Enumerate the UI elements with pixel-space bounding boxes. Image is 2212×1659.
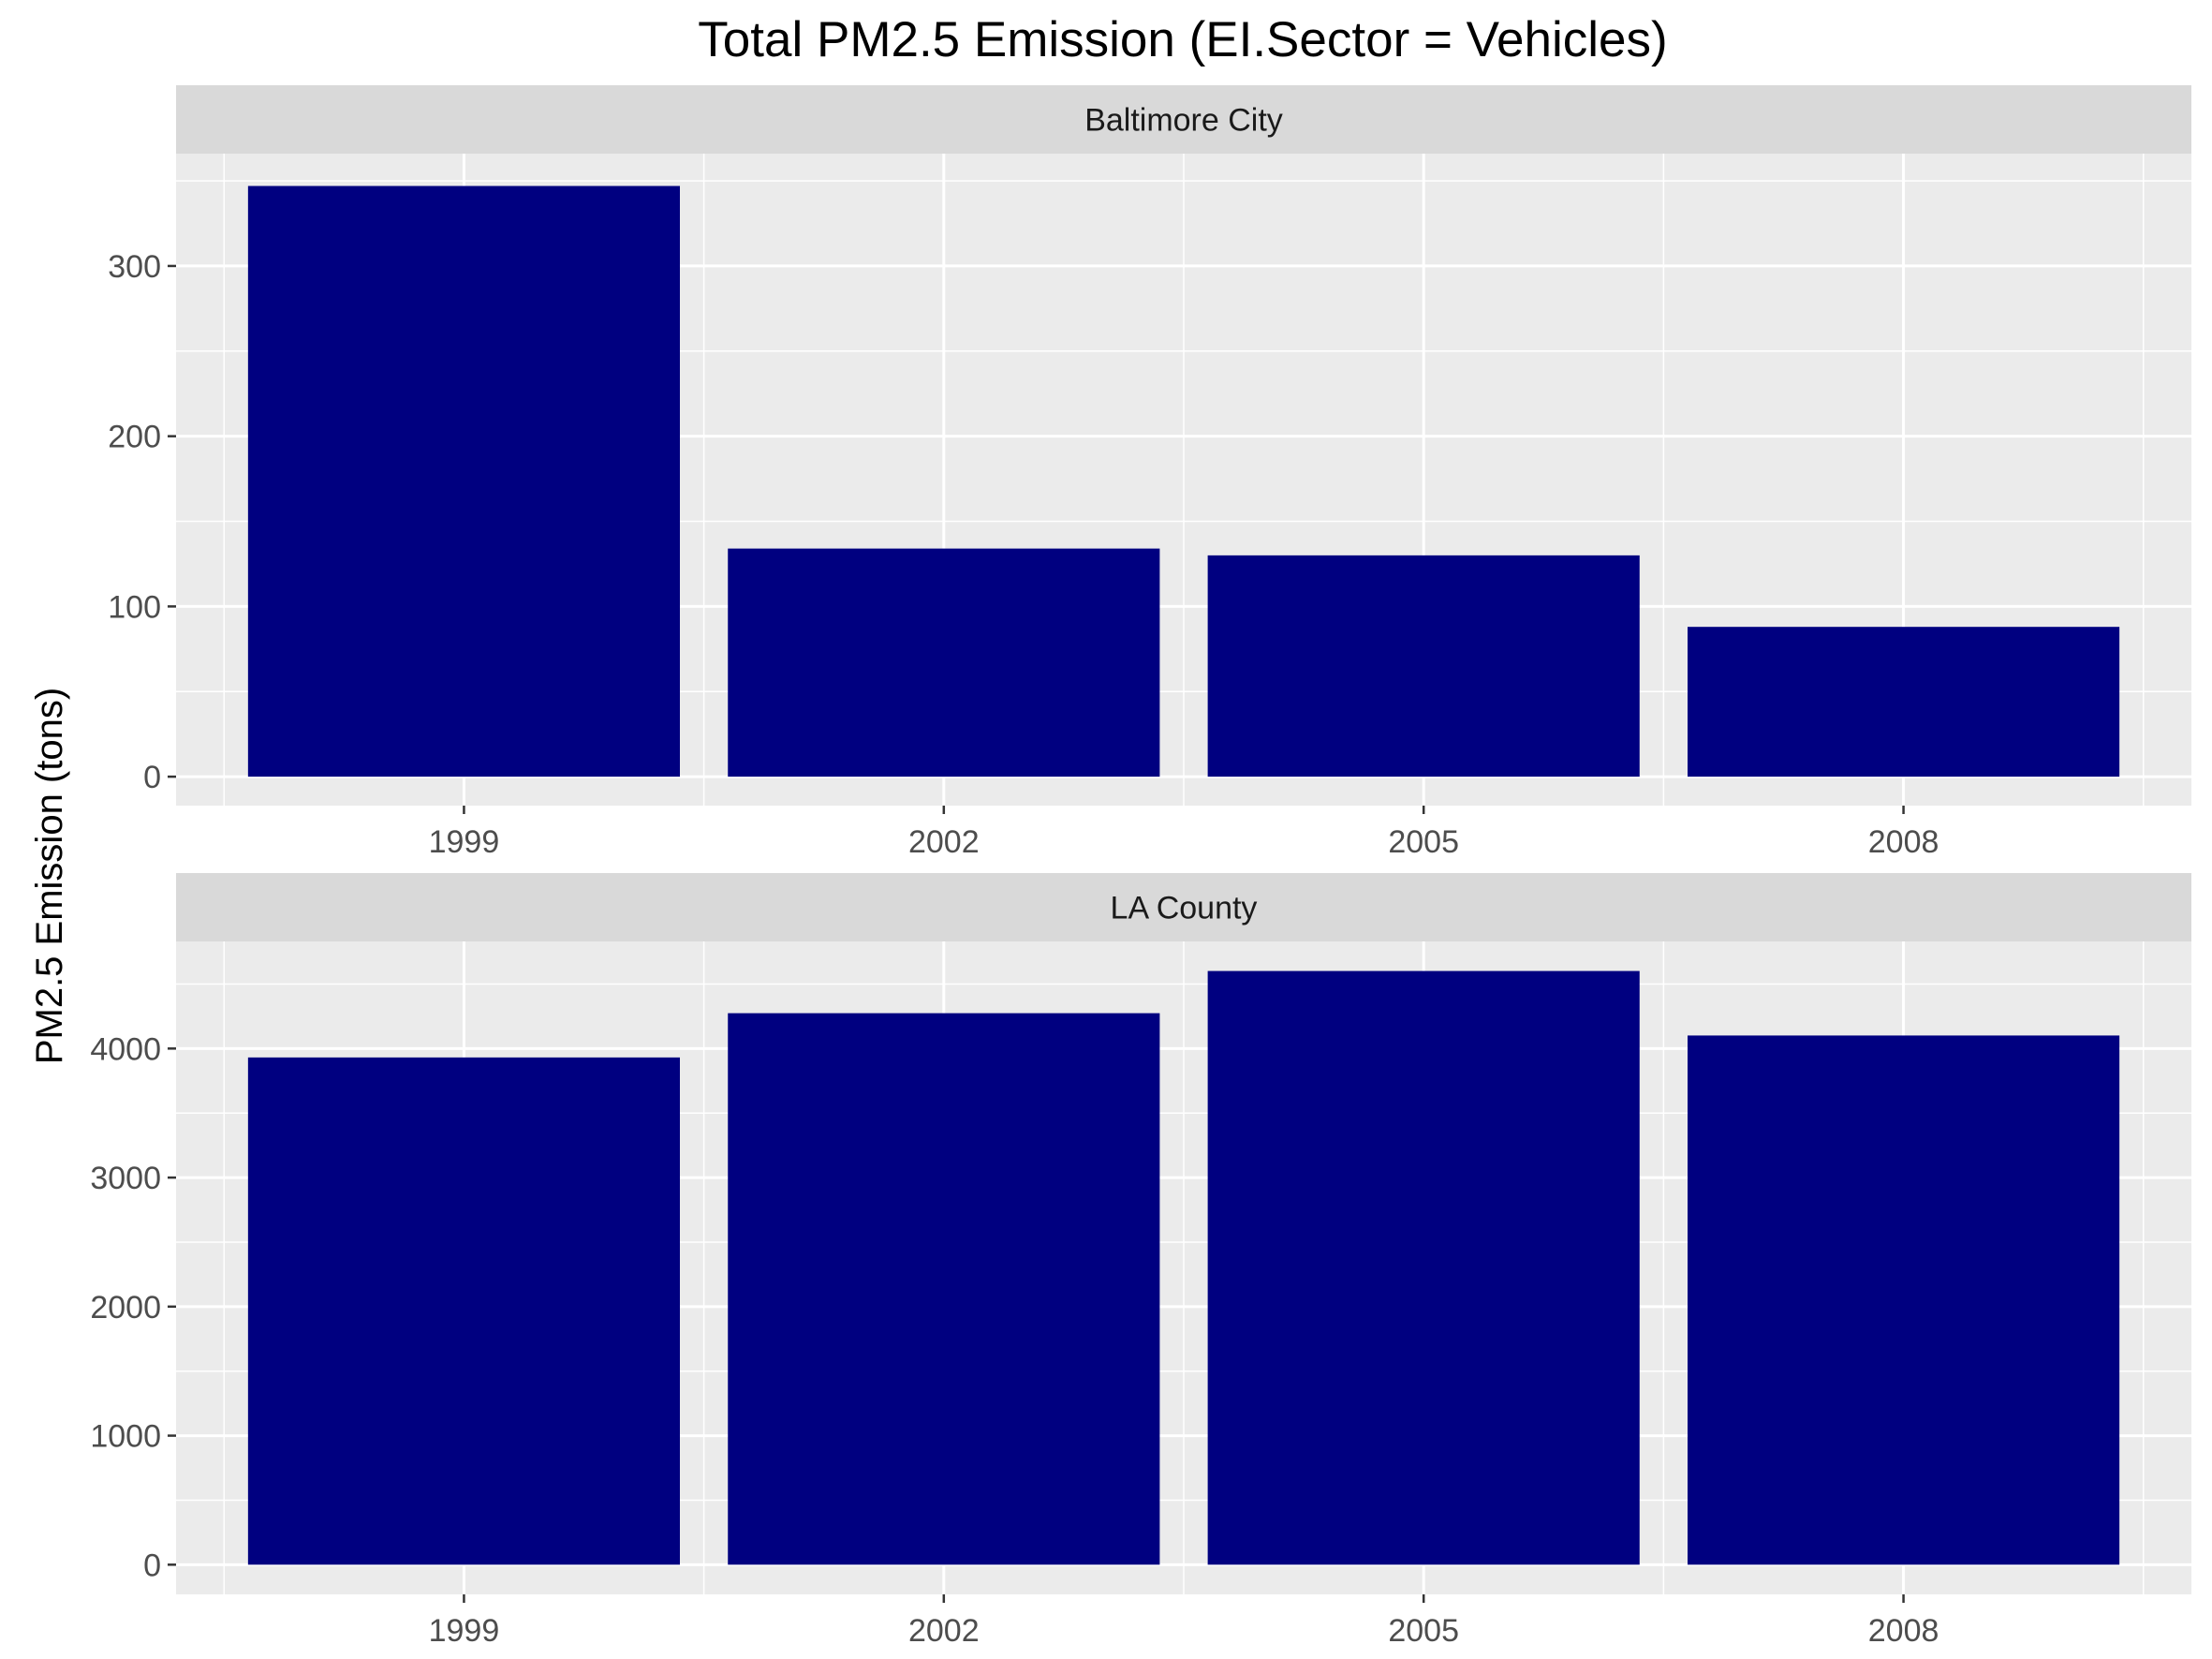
y-tick-label: 0 <box>143 1548 161 1583</box>
y-axis-label: PM2.5 Emission (tons) <box>29 688 70 1064</box>
bar-1999 <box>247 1057 680 1565</box>
y-tick-label: 300 <box>108 249 161 285</box>
facet-strip <box>176 873 2191 941</box>
x-tick-label: 1999 <box>429 824 500 860</box>
facet-strip-label: LA County <box>1111 891 1258 926</box>
x-tick-label: 2005 <box>1388 1613 1459 1649</box>
facet-1: LA County 0 1000 2000 3000 4000 1999 2002 2005 20… <box>90 873 2191 1649</box>
facet-0: Baltimore City 0 100 200 300 1999 2002 2005 2008 <box>108 85 2191 860</box>
y-tick-label: 100 <box>108 589 161 625</box>
chart-title: Total PM2.5 Emission (EI.Sector = Vehicl… <box>698 12 1667 67</box>
facet-panels: Baltimore City 0 100 200 300 1999 2002 2005 2008… <box>90 85 2191 1649</box>
bar-2008 <box>1688 1035 2120 1565</box>
bar-2002 <box>728 1013 1160 1565</box>
x-tick-label: 2005 <box>1388 824 1459 860</box>
bar-2008 <box>1688 627 2120 778</box>
y-tick-label: 4000 <box>90 1031 161 1067</box>
bar-2005 <box>1207 970 1640 1565</box>
x-tick-label: 2008 <box>1868 1613 1939 1649</box>
y-tick-label: 200 <box>108 420 161 455</box>
y-tick-label: 1000 <box>90 1419 161 1455</box>
bar-1999 <box>247 185 680 778</box>
bar-2002 <box>728 548 1160 778</box>
x-tick-label: 1999 <box>429 1613 500 1649</box>
x-tick-label: 2002 <box>908 1613 980 1649</box>
facet-strip <box>176 85 2191 154</box>
x-tick-label: 2008 <box>1868 824 1939 860</box>
facet-strip-label: Baltimore City <box>1084 103 1283 139</box>
x-tick-label: 2002 <box>908 824 980 860</box>
bar-2005 <box>1207 555 1640 778</box>
y-tick-label: 2000 <box>90 1290 161 1326</box>
y-tick-label: 0 <box>143 760 161 795</box>
y-tick-label: 3000 <box>90 1161 161 1196</box>
